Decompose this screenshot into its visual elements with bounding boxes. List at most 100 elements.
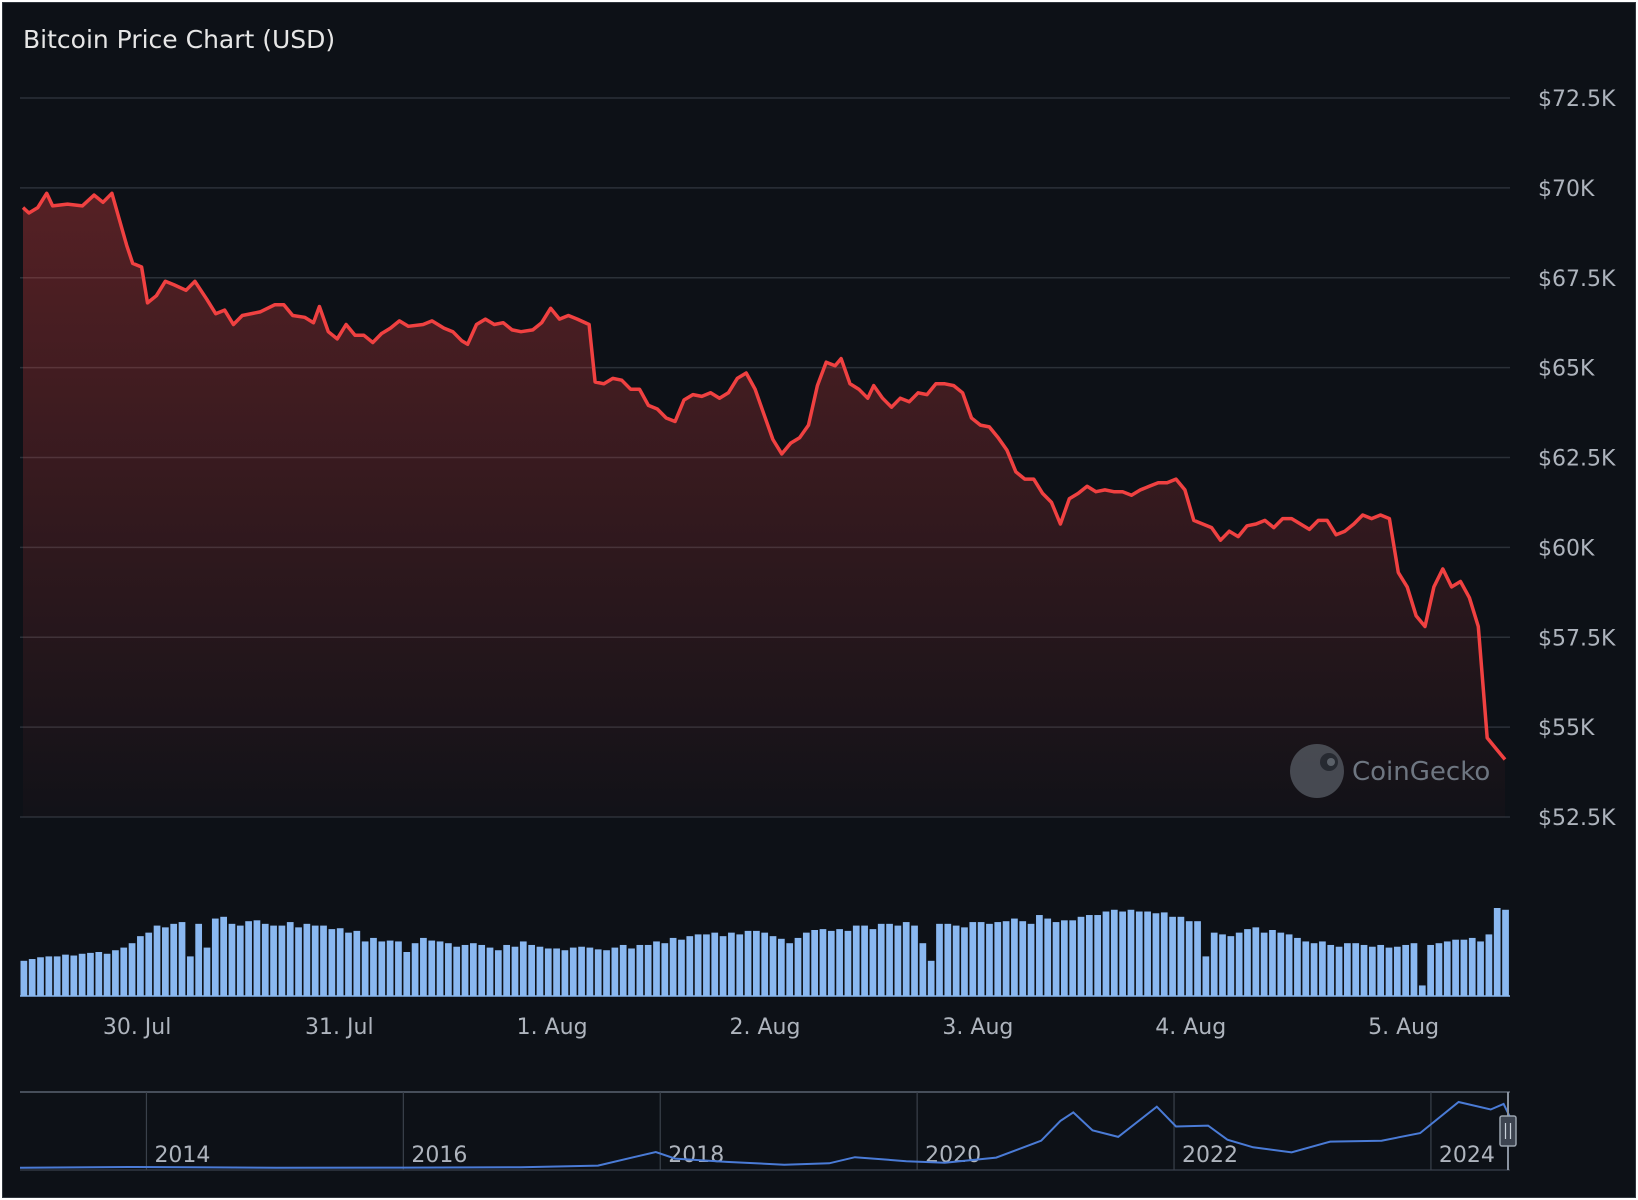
volume-bar	[961, 927, 968, 996]
navigator-tick-label: 2022	[1182, 1143, 1238, 1168]
volume-bar	[162, 927, 169, 996]
volume-bar	[661, 943, 669, 996]
volume-bar	[112, 950, 119, 996]
volume-bar	[811, 930, 818, 996]
volume-bar	[511, 946, 519, 996]
volume-bar	[95, 952, 103, 996]
volume-bar	[977, 922, 985, 996]
volume-bar	[1435, 943, 1443, 996]
navigator-handle-icon[interactable]	[1499, 1115, 1517, 1147]
volume-bar	[220, 916, 227, 996]
volume-bar	[1094, 915, 1102, 996]
volume-bar	[1427, 944, 1434, 996]
volume-bar	[544, 948, 552, 996]
volume-bar	[320, 925, 327, 996]
volume-bar	[336, 928, 344, 996]
y-tick-label: $67.5K	[1538, 267, 1616, 292]
navigator-price-line	[19, 1100, 1511, 1169]
volume-bar	[802, 932, 810, 996]
volume-bar	[1327, 944, 1335, 996]
volume-bar	[644, 944, 652, 996]
volume-bar	[1402, 944, 1410, 996]
range-navigator[interactable]: 2014 2016 2018 2020 2022 2024	[19, 1091, 1517, 1171]
volume-bar	[1002, 921, 1010, 996]
volume-bar	[1502, 909, 1509, 996]
volume-bar	[1393, 946, 1401, 996]
volume-bar	[428, 940, 436, 996]
y-tick-label: $52.5K	[1538, 806, 1616, 831]
x-tick-label: 4. Aug	[1155, 1015, 1226, 1040]
x-tick-label: 30. Jul	[103, 1015, 172, 1040]
volume-bar	[1252, 927, 1260, 996]
volume-bar	[844, 930, 852, 996]
y-tick-label: $72.5K	[1538, 87, 1616, 112]
volume-bar	[53, 956, 61, 996]
volume-bar	[145, 932, 153, 996]
volume-bar	[1152, 913, 1160, 996]
y-axis: $52.5K $55K $57.5K $60K $62.5K $65K $67.5K $70K…	[1538, 87, 1616, 831]
volume-bar	[211, 918, 219, 996]
volume-bar	[1294, 937, 1301, 996]
volume-bar	[503, 944, 511, 996]
navigator-tick-label: 2014	[154, 1143, 210, 1168]
volume-bar	[128, 943, 136, 996]
volume-bar	[619, 944, 627, 996]
volume-bar	[869, 929, 877, 996]
volume-bar	[528, 944, 535, 996]
volume-bar	[1102, 911, 1110, 996]
volume-bar	[395, 941, 402, 996]
volume-bar	[1061, 920, 1068, 996]
y-tick-label: $62.5K	[1538, 447, 1616, 472]
volume-bar	[1443, 941, 1451, 996]
volume-bar	[178, 922, 186, 996]
volume-bar	[794, 937, 802, 996]
volume-bar	[1085, 915, 1093, 996]
volume-bar	[902, 922, 910, 996]
volume-bar	[927, 960, 935, 996]
volume-bar	[911, 925, 918, 996]
volume-bar	[952, 925, 960, 996]
volume-bar	[578, 946, 585, 996]
volume-bar	[361, 941, 369, 996]
volume-bar	[1344, 943, 1351, 996]
volume-bar	[1027, 923, 1035, 996]
volume-bar	[986, 923, 993, 996]
volume-bar	[453, 946, 461, 996]
volume-bar	[1277, 932, 1285, 996]
volume-bar	[836, 929, 843, 996]
navigator-tick-label: 2018	[668, 1143, 724, 1168]
volume-bar	[1202, 956, 1210, 996]
volume-bar	[611, 947, 619, 996]
volume-bar	[1360, 944, 1368, 996]
volume-bar	[586, 947, 594, 996]
volume-bar	[769, 936, 777, 996]
chart-title: Bitcoin Price Chart (USD)	[23, 25, 336, 54]
volume-bar	[711, 932, 719, 996]
volume-bar	[852, 925, 860, 996]
volume-bar	[445, 943, 452, 996]
volume-bar	[120, 947, 128, 996]
volume-bar	[536, 946, 544, 996]
volume-bar	[1177, 916, 1185, 996]
volume-bar	[37, 957, 44, 996]
volume-bar	[494, 950, 502, 996]
volume-bar	[761, 932, 769, 996]
x-tick-label: 1. Aug	[517, 1015, 588, 1040]
volume-bar	[461, 944, 469, 996]
volume-bar	[1052, 922, 1060, 996]
y-tick-label: $55K	[1538, 716, 1595, 741]
price-line[interactable]	[21, 191, 1507, 761]
volume-bar	[1011, 918, 1018, 996]
volume-bar	[1144, 911, 1151, 996]
volume-bar	[877, 923, 885, 996]
volume-bar	[1452, 939, 1459, 996]
volume-bar	[386, 940, 394, 996]
volume-bar	[203, 947, 211, 996]
volume-bar	[478, 944, 486, 996]
volume-bar	[328, 929, 336, 996]
volume-bar	[1210, 932, 1218, 996]
volume-bar	[1244, 929, 1251, 996]
volume-bar	[303, 923, 311, 996]
volume-bar	[994, 922, 1002, 996]
